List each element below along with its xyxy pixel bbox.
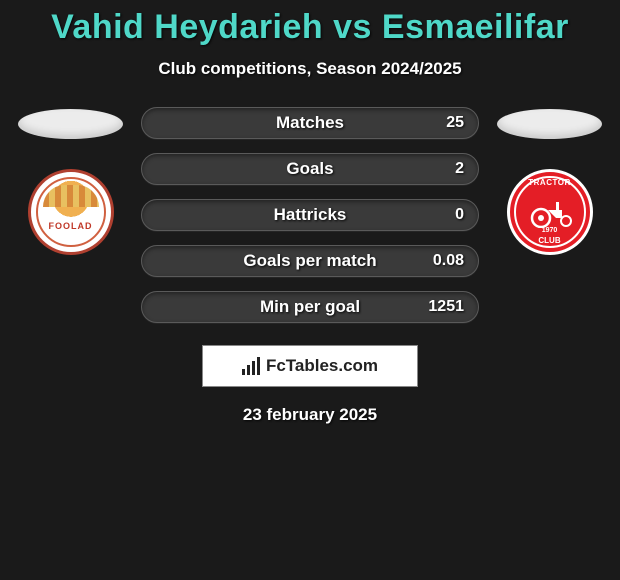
stat-label: Goals xyxy=(142,159,478,179)
left-column: FOOLAD xyxy=(18,107,123,255)
stat-right-value: 2 xyxy=(455,160,464,178)
right-crest-year: 1970 xyxy=(510,227,590,234)
body-area: FOOLAD Matches 25 Goals 2 Hattricks 0 xyxy=(0,107,620,323)
stat-right-value: 25 xyxy=(446,114,464,132)
brand-text: FcTables.com xyxy=(266,356,378,376)
comparison-card: Vahid Heydarieh vs Esmaeilifar Club comp… xyxy=(0,0,620,425)
footer-date: 23 february 2025 xyxy=(0,405,620,425)
crest-arc-icon xyxy=(43,185,99,207)
left-team-crest: FOOLAD xyxy=(28,169,114,255)
right-crest-top-text: TRACTOR xyxy=(510,178,590,187)
tractor-icon xyxy=(528,198,578,228)
player-right-name: Esmaeilifar xyxy=(382,8,569,46)
right-placeholder-ellipse xyxy=(497,109,602,139)
stat-label: Goals per match xyxy=(142,251,478,271)
stat-row-goals-per-match: Goals per match 0.08 xyxy=(141,245,479,277)
stat-right-value: 0.08 xyxy=(433,252,464,270)
player-left-name: Vahid Heydarieh xyxy=(51,8,323,46)
right-team-crest: TRACTOR 1970 CLUB xyxy=(507,169,593,255)
right-column: TRACTOR 1970 CLUB xyxy=(497,107,602,255)
page-title: Vahid Heydarieh vs Esmaeilifar xyxy=(0,8,620,47)
stat-row-hattricks: Hattricks 0 xyxy=(141,199,479,231)
left-crest-text: FOOLAD xyxy=(38,221,104,231)
bar-chart-icon xyxy=(242,357,260,375)
stats-list: Matches 25 Goals 2 Hattricks 0 Goals per… xyxy=(141,107,479,323)
stat-row-matches: Matches 25 xyxy=(141,107,479,139)
brand-box[interactable]: FcTables.com xyxy=(202,345,418,387)
stat-right-value: 0 xyxy=(455,206,464,224)
stat-right-value: 1251 xyxy=(428,298,464,316)
stat-row-min-per-goal: Min per goal 1251 xyxy=(141,291,479,323)
stat-row-goals: Goals 2 xyxy=(141,153,479,185)
subtitle: Club competitions, Season 2024/2025 xyxy=(0,59,620,79)
stat-label: Matches xyxy=(142,113,478,133)
left-placeholder-ellipse xyxy=(18,109,123,139)
stat-label: Hattricks xyxy=(142,205,478,225)
vs-word: vs xyxy=(333,8,372,46)
right-crest-bottom-text: CLUB xyxy=(510,236,590,245)
